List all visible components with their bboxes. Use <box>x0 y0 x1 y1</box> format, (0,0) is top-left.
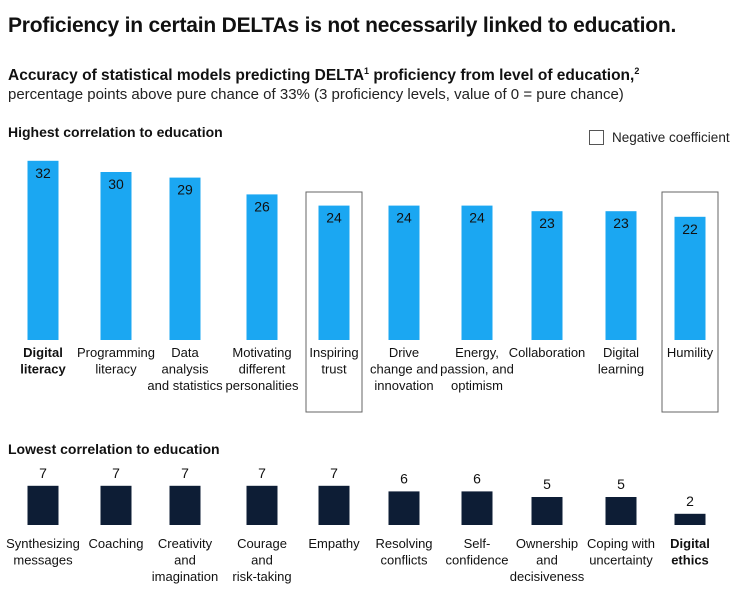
legend-swatch-negative <box>589 130 604 145</box>
data-label: 22 <box>682 221 698 237</box>
data-label: 5 <box>617 476 625 492</box>
category-label: Self- <box>464 536 491 551</box>
category-label: Digital <box>23 345 63 360</box>
footnote-1: 1 <box>364 66 370 76</box>
category-label: personalities <box>226 378 299 393</box>
category-label: optimism <box>451 378 503 393</box>
data-label: 32 <box>35 165 51 181</box>
subtitle-part1: Accuracy of statistical models predictin… <box>8 67 365 85</box>
high-bar <box>318 205 350 340</box>
data-label: 26 <box>254 198 270 214</box>
chart-title: Proficiency in certain DELTAs is not nec… <box>8 14 677 37</box>
category-label: and statistics <box>147 378 223 393</box>
category-label: different <box>239 362 286 377</box>
category-label: passion, and <box>440 362 514 377</box>
category-label: conflicts <box>381 553 428 568</box>
category-label: Motivating <box>232 345 291 360</box>
high-bar <box>461 205 493 340</box>
low-bar <box>674 513 706 525</box>
category-label: literacy <box>20 362 66 377</box>
section-title-lowest: Lowest correlation to education <box>8 441 220 457</box>
negative-coefficient-box <box>661 191 719 413</box>
data-label: 30 <box>108 176 124 192</box>
high-bar <box>388 205 420 340</box>
low-bar <box>531 497 563 525</box>
data-label: 6 <box>400 470 408 486</box>
legend: Negative coefficient <box>589 130 730 145</box>
category-label: trust <box>321 362 347 377</box>
low-bar <box>318 485 350 525</box>
high-bar <box>531 211 563 340</box>
data-label: 6 <box>473 470 481 486</box>
high-bar <box>674 216 706 340</box>
category-label: Coaching <box>89 536 144 551</box>
category-label: confidence <box>446 553 509 568</box>
footnote-2: 2 <box>634 66 640 76</box>
low-bar <box>388 491 420 525</box>
category-label: innovation <box>374 378 433 393</box>
category-label: Synthesizing <box>6 536 80 551</box>
category-label: Data <box>171 345 199 360</box>
data-label: 2 <box>686 493 694 509</box>
category-label: Inspiring <box>309 345 358 360</box>
category-label: Energy, <box>455 345 499 360</box>
category-label: Humility <box>667 345 714 360</box>
data-label: 24 <box>396 210 412 226</box>
category-label: Creativity <box>158 536 213 551</box>
category-label: Programming <box>77 345 155 360</box>
chart-subtitle-units: percentage points above pure chance of 3… <box>8 86 624 103</box>
data-label: 7 <box>181 465 189 481</box>
data-label: 7 <box>258 465 266 481</box>
data-label: 23 <box>539 215 555 231</box>
category-label: Coping with <box>587 536 655 551</box>
category-label: Drive <box>389 345 419 360</box>
high-bar <box>169 177 201 340</box>
category-label: Courage <box>237 536 287 551</box>
data-label: 5 <box>543 476 551 492</box>
category-label: learning <box>598 362 644 377</box>
low-bar <box>169 485 201 525</box>
category-label: Digital <box>670 536 710 551</box>
high-bar <box>246 194 278 340</box>
data-label: 29 <box>177 182 193 198</box>
data-label: 7 <box>330 465 338 481</box>
high-bar <box>27 160 59 340</box>
category-label: and <box>536 553 558 568</box>
data-label: 7 <box>112 465 120 481</box>
negative-coefficient-box <box>305 191 363 413</box>
high-bar <box>605 211 637 340</box>
low-bar <box>461 491 493 525</box>
section-title-highest: Highest correlation to education <box>8 124 223 140</box>
data-label: 23 <box>613 215 629 231</box>
category-label: imagination <box>152 569 219 584</box>
data-label: 24 <box>326 210 342 226</box>
data-label: 24 <box>469 210 485 226</box>
low-bar <box>246 485 278 525</box>
category-label: Resolving <box>375 536 432 551</box>
category-label: risk-taking <box>232 569 291 584</box>
category-label: Collaboration <box>509 345 586 360</box>
low-bar <box>100 485 132 525</box>
low-bar <box>605 497 637 525</box>
data-label: 7 <box>39 465 47 481</box>
category-label: Empathy <box>308 536 360 551</box>
category-label: and <box>251 553 273 568</box>
category-label: change and <box>370 362 438 377</box>
category-label: Digital <box>603 345 639 360</box>
low-bar <box>27 485 59 525</box>
category-label: Ownership <box>516 536 578 551</box>
category-label: decisiveness <box>510 569 585 584</box>
high-bar <box>100 172 132 340</box>
category-label: uncertainty <box>589 553 653 568</box>
category-label: literacy <box>95 362 137 377</box>
chart-subtitle: Accuracy of statistical models predictin… <box>8 66 639 85</box>
legend-label: Negative coefficient <box>612 130 730 145</box>
subtitle-part2: proficiency from level of education, <box>369 67 635 85</box>
category-label: ethics <box>671 553 709 568</box>
category-label: analysis <box>162 362 209 377</box>
category-label: messages <box>13 553 73 568</box>
category-label: and <box>174 553 196 568</box>
